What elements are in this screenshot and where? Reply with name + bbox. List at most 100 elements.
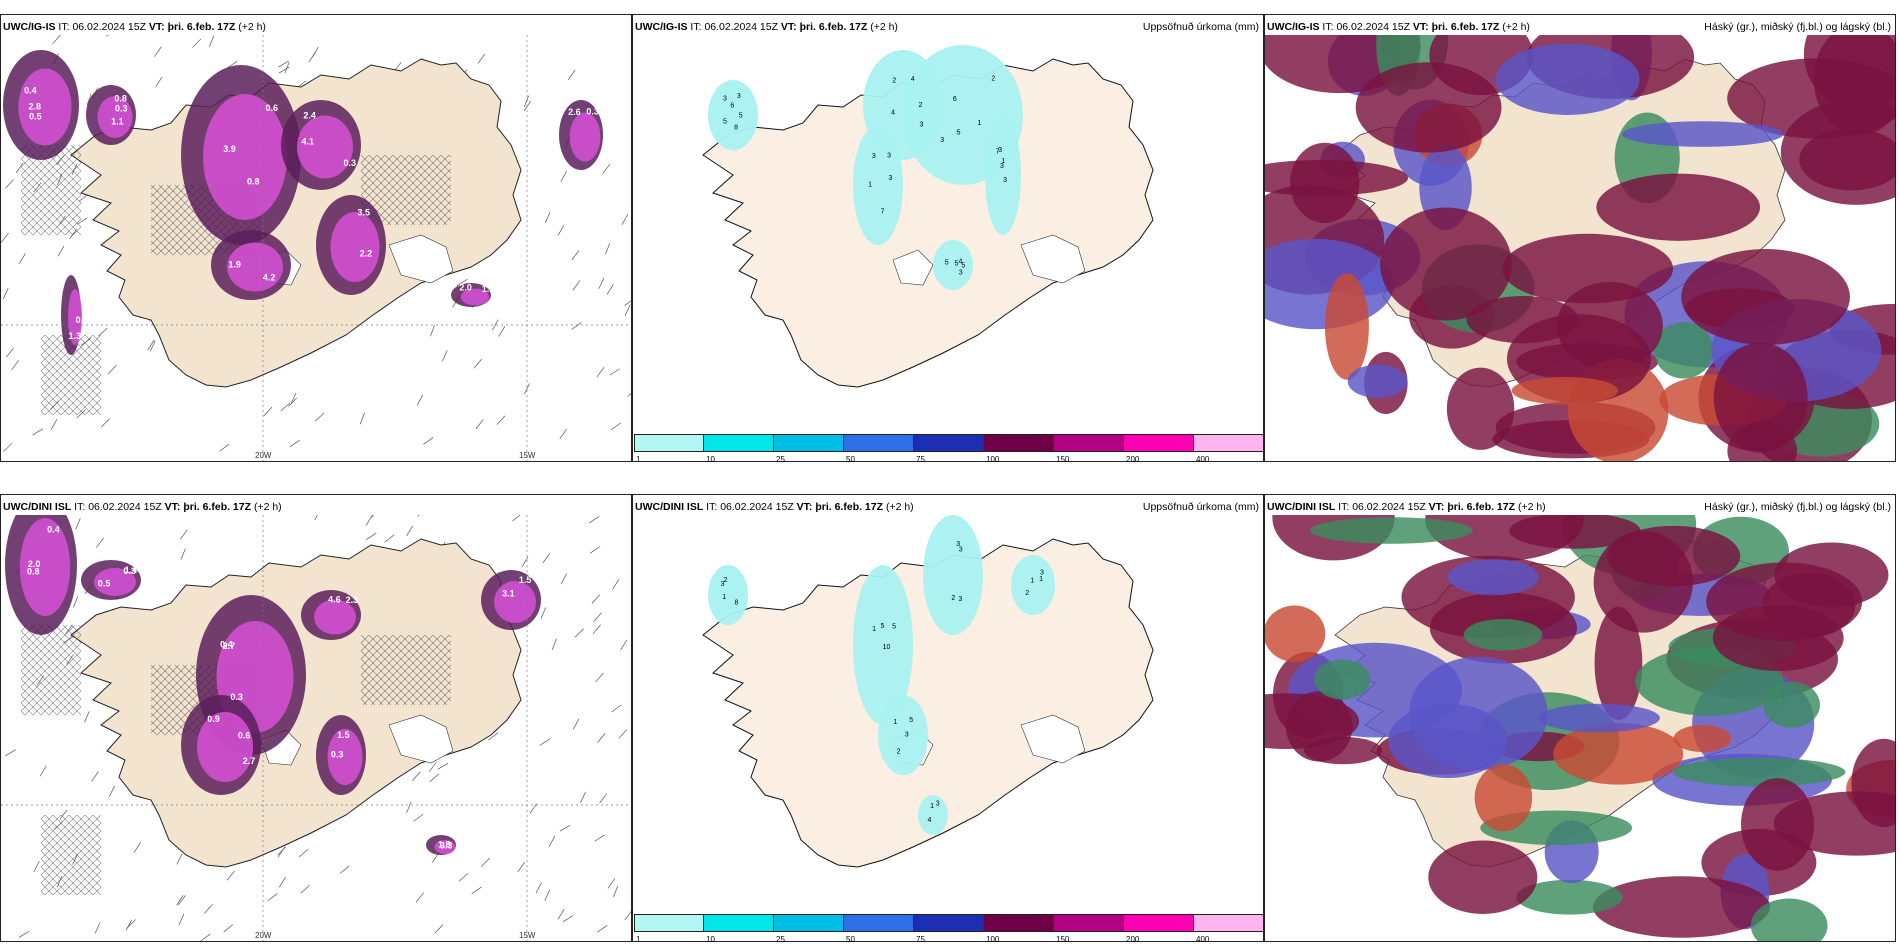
glacier: [1020, 714, 1086, 764]
snow-value-label: 2.2: [360, 249, 373, 259]
wind-barb: [624, 911, 631, 921]
wind-barb: [523, 100, 532, 112]
wind-barb: [471, 886, 482, 895]
precip-value-label: 4: [959, 259, 963, 266]
wind-barb: [155, 76, 163, 88]
colorbar-swatch: [914, 914, 984, 932]
colorbar-swatch: [774, 914, 844, 932]
wind-barb: [542, 552, 551, 564]
snow-value-label: 0.6: [238, 730, 251, 740]
wind-barb: [560, 573, 567, 585]
wind-barb: [5, 179, 14, 189]
precip-value-label: 2: [897, 748, 901, 755]
precip-value-label: 5: [909, 717, 913, 724]
precip-value-label: 5: [961, 263, 965, 270]
wind-barb: [624, 300, 631, 306]
panel-snow-bottom: UWC/DINI ISL IT: 06.02.2024 15Z VT: þri.…: [0, 494, 632, 942]
wind-barb: [411, 771, 421, 782]
wind-barb: [6, 347, 14, 358]
colorbar-swatch: [634, 914, 704, 932]
snow-value-label: 0.4: [47, 524, 60, 534]
snow-value-label: 2.0: [28, 559, 41, 569]
precip-area: [1011, 555, 1055, 615]
wind-barb: [278, 60, 289, 68]
wind-barb: [428, 761, 437, 772]
wind-barb: [492, 319, 499, 331]
wind-barb: [559, 428, 567, 440]
wind-barb: [599, 793, 608, 804]
wind-barb: [613, 885, 619, 898]
colorbar-swatch: [704, 914, 774, 932]
cloud-map-top: [1265, 35, 1895, 461]
wind-barb: [223, 924, 234, 933]
wind-barb: [3, 287, 9, 300]
precip-value-label: 3: [887, 153, 891, 160]
colorbar-tick-label: 200: [1126, 455, 1140, 464]
precip-value-label: 1: [977, 120, 981, 127]
colorbar-swatch: [1124, 434, 1194, 452]
cloud-area: [1596, 173, 1761, 241]
snow-value-label: 1.5: [519, 575, 532, 585]
precip-title: Uppsöfnuð úrkoma (mm): [1142, 21, 1259, 33]
precip-value-label: 3: [1000, 163, 1004, 170]
wind-barb: [370, 515, 375, 519]
precip-value-label: 7: [881, 208, 885, 215]
wind-barb: [574, 628, 584, 638]
wind-barb: [595, 672, 604, 683]
wind-barb: [277, 846, 287, 856]
wind-barb: [98, 327, 108, 337]
cloud-area: [1592, 876, 1771, 938]
precip-value-label: 1: [1001, 158, 1005, 165]
cloud-area: [1347, 364, 1408, 399]
wind-barb: [430, 324, 435, 337]
wind-barb: [366, 532, 377, 540]
cloud-area: [1672, 757, 1846, 787]
precip-value-label: 5: [955, 260, 959, 267]
wind-barb: [535, 882, 542, 894]
wind-barb: [406, 801, 412, 814]
glacier: [388, 234, 454, 284]
precip-title: Uppsöfnuð úrkoma (mm): [1142, 501, 1259, 513]
snow-value-label: 2.4: [303, 111, 316, 121]
snow-area: [68, 289, 82, 345]
panel-header: UWC/IG-IS IT: 06.02.2024 15Z VT: þri. 6.…: [1267, 21, 1530, 33]
precip-value-label: 6: [730, 103, 734, 110]
wind-barb: [96, 537, 104, 548]
wind-barb: [621, 214, 629, 226]
precip-value-label: 4: [911, 76, 915, 83]
colorbar-tick-label: 150: [1056, 455, 1070, 464]
wind-barb: [200, 933, 211, 941]
lon-label-20w: 20W: [255, 931, 272, 940]
wind-barb: [589, 546, 601, 554]
panel-header: UWC/DINI ISL IT: 06.02.2024 15Z VT: þri.…: [3, 501, 282, 513]
colorbar-tick-label: 75: [916, 455, 925, 464]
wind-barb: [33, 861, 40, 873]
snow-value-label: 0.3: [331, 749, 344, 759]
snow-value-label: 3.1: [502, 589, 515, 599]
cloud-area: [1553, 722, 1684, 785]
wind-barb: [384, 534, 395, 543]
colorbar-swatch: [1054, 914, 1124, 932]
snow-area: [569, 112, 601, 162]
wind-barb: [3, 443, 13, 453]
colorbar-tick-label: 50: [846, 935, 855, 944]
wind-barb: [609, 368, 620, 376]
wind-barb: [559, 824, 571, 832]
wind-barb: [429, 773, 439, 783]
wind-barb: [267, 893, 278, 902]
precip-value-label: 5: [892, 624, 896, 631]
wind-barb: [477, 53, 486, 64]
snow-area: [434, 840, 456, 854]
colorbar-swatch: [844, 914, 914, 932]
wind-barb: [437, 762, 449, 770]
precip-value-label: 10: [883, 644, 891, 651]
precip-value-label: 1: [868, 181, 872, 188]
snow-map-top: 0.5 0.3 0.6 2.4 4.2 3.5 2.0 1.3 2.6 2.8 0.8 3.9 4.1 1…: [1, 35, 631, 461]
wind-barb: [288, 397, 297, 407]
precip-value-label: 1: [1030, 578, 1034, 585]
cloud-area: [1773, 791, 1895, 856]
hatch-area: [21, 145, 81, 235]
snow-value-label: 0.8: [114, 93, 127, 103]
cloud-area: [1511, 376, 1619, 405]
wind-barb: [594, 834, 605, 842]
